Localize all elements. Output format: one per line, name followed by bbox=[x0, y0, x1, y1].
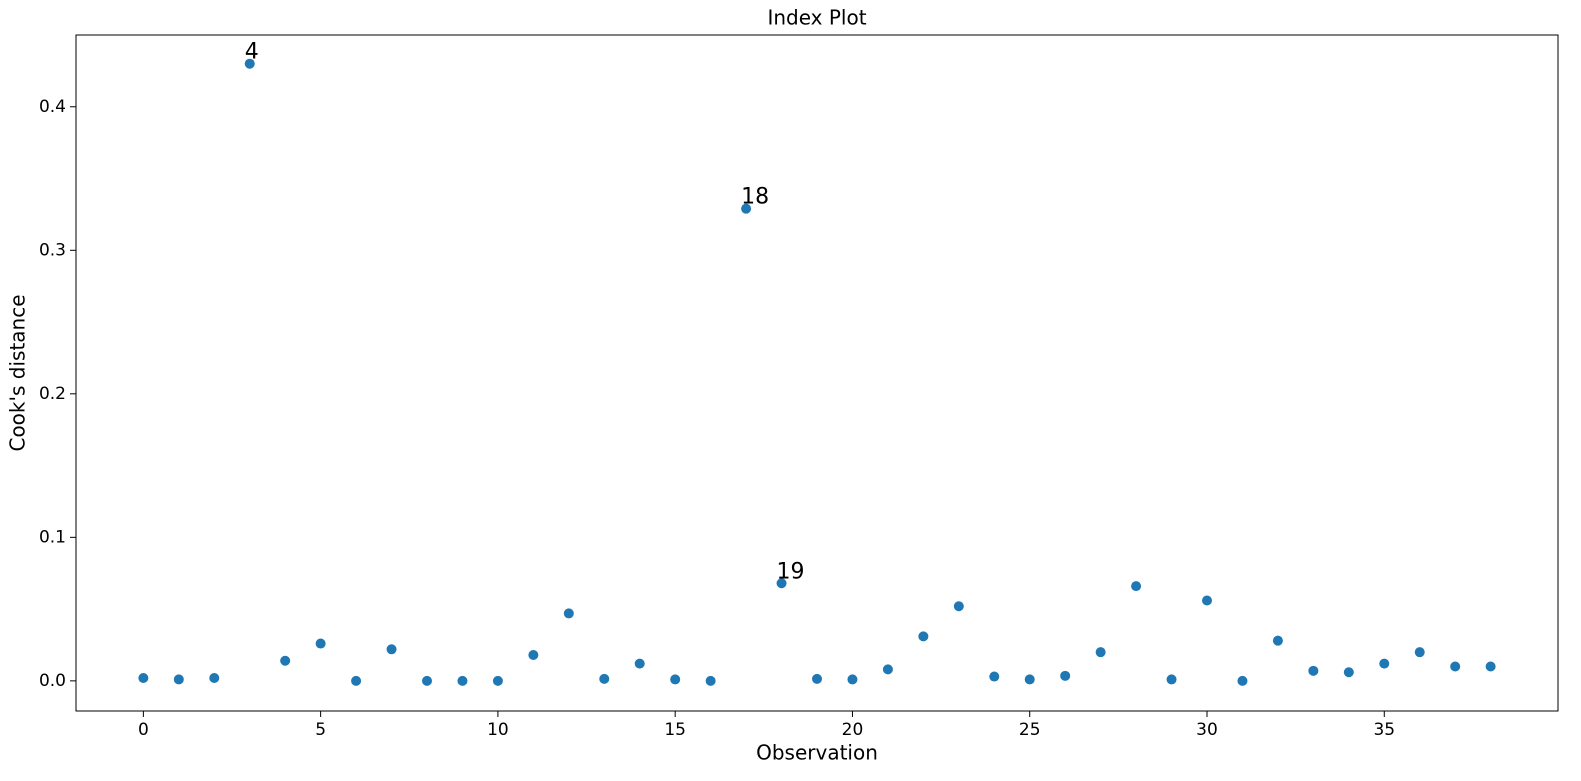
point bbox=[244, 58, 255, 69]
y-tick-label: 0.0 bbox=[39, 671, 66, 691]
point bbox=[492, 675, 503, 686]
x-tick-label: 20 bbox=[842, 720, 864, 740]
point bbox=[1237, 675, 1248, 686]
x-tick-label: 25 bbox=[1019, 720, 1041, 740]
point bbox=[1485, 661, 1496, 672]
point bbox=[386, 644, 397, 655]
point bbox=[173, 674, 184, 685]
point bbox=[138, 672, 149, 683]
point bbox=[1024, 674, 1035, 685]
point bbox=[1343, 667, 1354, 678]
x-tick-label: 15 bbox=[664, 720, 686, 740]
point bbox=[989, 671, 1000, 682]
point bbox=[457, 675, 468, 686]
annotation: 19 bbox=[777, 559, 805, 584]
y-tick-label: 0.1 bbox=[39, 527, 66, 547]
point bbox=[422, 675, 432, 686]
point bbox=[280, 655, 291, 666]
annotation: 4 bbox=[245, 40, 259, 65]
point bbox=[953, 601, 964, 612]
point bbox=[563, 608, 574, 619]
point bbox=[1379, 658, 1390, 669]
y-tick-label: 0.3 bbox=[39, 240, 66, 260]
point bbox=[918, 631, 929, 642]
x-axis-label: Observation bbox=[756, 741, 878, 765]
point bbox=[209, 672, 220, 683]
point bbox=[351, 675, 362, 686]
point bbox=[741, 203, 752, 214]
x-tick-label: 10 bbox=[487, 720, 509, 740]
y-tick-label: 0.2 bbox=[39, 384, 66, 404]
point bbox=[705, 675, 716, 686]
point bbox=[1308, 665, 1319, 676]
point bbox=[776, 578, 787, 589]
point bbox=[1131, 581, 1142, 592]
annotation: 18 bbox=[741, 185, 769, 210]
point bbox=[670, 674, 681, 685]
point bbox=[528, 650, 539, 661]
x-tick-label: 35 bbox=[1373, 720, 1395, 740]
chart-title: Index Plot bbox=[767, 6, 866, 30]
point bbox=[1272, 635, 1283, 646]
point bbox=[882, 664, 893, 675]
point bbox=[1166, 674, 1177, 685]
point bbox=[1450, 661, 1461, 672]
point bbox=[1414, 647, 1425, 658]
x-tick-label: 0 bbox=[138, 720, 149, 740]
point bbox=[1095, 647, 1106, 658]
plot-frame bbox=[75, 34, 1559, 712]
y-tick-label: 0.4 bbox=[39, 97, 66, 117]
point bbox=[315, 638, 326, 649]
point bbox=[812, 673, 822, 684]
point bbox=[1202, 595, 1212, 606]
point bbox=[847, 674, 858, 685]
point bbox=[634, 658, 645, 669]
x-tick-label: 5 bbox=[315, 720, 326, 740]
point bbox=[599, 673, 610, 684]
y-axis-label: Cook's distance bbox=[6, 294, 30, 451]
point bbox=[1060, 670, 1071, 681]
x-tick-label: 30 bbox=[1196, 720, 1218, 740]
